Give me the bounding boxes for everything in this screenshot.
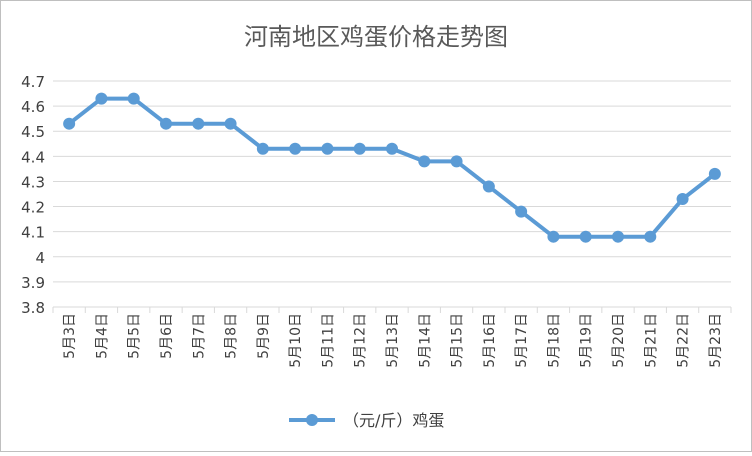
x-axis-tick-labels: 5月3日 5月4日 5月5日 5月6日 5月7日 5月8日 5月9日 5月10日 5月11日 5月… [62,313,724,368]
data-point [160,117,172,130]
x-tick-label: 5月9日 [256,313,272,359]
data-point [418,155,431,168]
legend-marker-swatch [306,414,318,426]
data-point [386,142,398,155]
data-point [289,142,302,155]
x-tick-label: 5月15日 [450,313,466,368]
data-point [515,205,528,218]
x-tick-label: 5月5日 [127,313,143,359]
x-tick-label: 5月10日 [288,313,304,368]
x-tick-label: 5月7日 [191,313,207,359]
y-tick-label: 4.5 [21,123,45,141]
x-tick-label: 5月22日 [676,313,692,368]
data-point [612,230,624,243]
data-point [63,117,76,130]
y-tick-label: 4 [35,249,45,267]
y-tick-label: 4.7 [21,73,45,91]
data-point [547,230,560,243]
x-tick-label: 5月23日 [708,313,724,368]
x-tick-label: 5月3日 [62,313,78,359]
data-point [256,142,269,155]
data-point [353,142,366,155]
y-tick-label: 4.4 [21,148,45,166]
x-tick-label: 5月8日 [224,313,240,359]
x-tick-label: 5月20日 [611,313,627,368]
data-point [644,230,657,243]
data-point [127,92,140,105]
data-point [450,155,463,168]
x-tick-label: 5月14日 [417,313,433,368]
y-tick-label: 4.6 [21,98,45,116]
y-tick-label: 3.8 [21,299,45,317]
y-tick-label: 4.3 [21,173,45,191]
x-tick-label: 5月19日 [579,313,595,368]
x-tick-label: 5月12日 [353,313,369,368]
x-tick-label: 5月6日 [159,313,175,359]
data-point [224,117,237,130]
chart-title: 河南地区鸡蛋价格走势图 [244,23,508,51]
x-tick-label: 5月11日 [320,313,336,368]
series-group [63,92,721,243]
x-tick-label: 5月17日 [514,313,530,368]
y-axis-tick-labels: 3.8 3.9 4 4.1 4.2 4.3 4.4 4.5 4.6 4.7 [21,73,45,317]
x-tick-label: 5月18日 [546,313,562,368]
data-point [192,117,205,130]
data-point [321,142,334,155]
legend-label: （元/斤）鸡蛋 [343,411,444,430]
data-point [676,193,689,206]
x-tick-label: 5月4日 [94,313,110,359]
x-tick-label: 5月16日 [482,313,498,368]
x-tick-label: 5月21日 [643,313,659,368]
data-point [708,167,721,180]
legend: （元/斤）鸡蛋 [289,411,444,430]
y-tick-label: 3.9 [21,274,45,292]
data-point [95,92,108,105]
data-point [482,180,495,193]
y-tick-label: 4.2 [21,199,45,217]
gridlines [52,80,732,313]
y-tick-label: 4.1 [21,224,45,242]
data-point [579,230,592,243]
x-tick-label: 5月13日 [385,313,401,368]
